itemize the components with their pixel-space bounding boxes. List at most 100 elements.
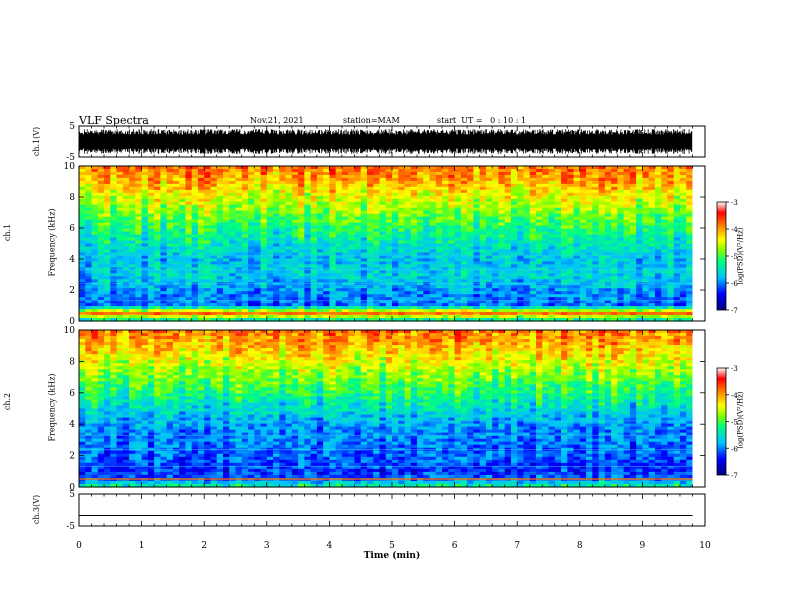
spectrogram-cell (341, 300, 349, 304)
spectrogram-cell (360, 225, 368, 230)
spectrogram-cell (304, 306, 312, 310)
spectrogram-cell (473, 258, 481, 262)
spectrogram-cell (510, 270, 518, 274)
spectrogram-cell (154, 195, 161, 200)
spectrogram-cell (586, 246, 593, 251)
spectrogram-cell (611, 285, 618, 289)
spectrogram-cell (529, 270, 537, 274)
spectrogram-cell (529, 186, 537, 191)
spectrogram-cell (673, 219, 681, 224)
spectrogram-cell (404, 228, 412, 233)
spectrogram-cell (679, 210, 687, 215)
spectrogram-cell (147, 315, 155, 319)
spectrogram-cell (535, 171, 543, 176)
spectrogram-cell (348, 189, 356, 194)
spectrogram-cell (573, 297, 581, 301)
spectrogram-cell (442, 270, 449, 274)
spectrogram-cell (248, 210, 255, 215)
spectrogram-cell (485, 273, 493, 277)
spectrogram-cell (141, 294, 149, 298)
spectrogram-cell (467, 315, 474, 319)
spectrogram-cell (104, 207, 111, 212)
spectrogram-cell (435, 258, 443, 262)
spectrogram-cell (85, 195, 93, 200)
spectrogram-cell (679, 297, 687, 301)
spectrogram-cell (554, 171, 562, 176)
spectrogram-cell (673, 300, 681, 304)
spectrogram-cell (360, 210, 368, 215)
spectrogram-cell (673, 276, 681, 280)
spectrogram-cell (179, 228, 187, 233)
spectrogram-cell (435, 246, 443, 251)
spectrogram-cell (172, 213, 180, 218)
spectrogram-cell (85, 189, 93, 194)
spectrogram-cell (379, 168, 387, 173)
spectrogram-cell (185, 195, 193, 200)
spectrogram-cell (667, 177, 675, 182)
spectrogram-cell (435, 231, 443, 236)
spectrogram-cell (172, 219, 180, 224)
spectrogram-cell (379, 174, 387, 179)
spectrogram-cell (91, 291, 99, 295)
spectrogram-cell (79, 291, 86, 295)
spectrogram-cell (166, 237, 174, 242)
spectrogram-cell (304, 288, 312, 292)
spectrogram-cell (248, 252, 255, 257)
spectrogram-cell (454, 195, 462, 200)
spectrogram-cell (341, 267, 349, 271)
spectrogram-cell (116, 285, 124, 289)
spectrogram-cell (373, 276, 381, 280)
spectrogram-cell (191, 177, 199, 182)
spectrogram-cell (141, 306, 149, 310)
spectrogram-cell (141, 168, 149, 173)
spectrogram-cell (248, 222, 255, 227)
spectrogram-cell (379, 297, 387, 301)
spectrogram-cell (191, 180, 199, 185)
spectrogram-cell (629, 216, 637, 221)
spectrogram-cell (285, 252, 293, 257)
spectrogram-cell (417, 306, 424, 310)
spectrogram-cell (85, 213, 93, 218)
spectrogram-cell (304, 204, 312, 209)
spectrogram-cell (679, 267, 687, 271)
spectrogram-cell (273, 270, 280, 274)
spectrogram-cell (648, 249, 656, 254)
spectrogram-cell (629, 240, 637, 245)
spectrogram-cell (485, 243, 493, 248)
spectrogram-cell (423, 231, 431, 236)
spectrogram-cell (241, 303, 249, 307)
spectrogram-cell (417, 252, 424, 257)
spectrogram-cell (210, 198, 218, 203)
spectrogram-cell (636, 168, 643, 173)
spectrogram-cell (417, 255, 424, 259)
spectrogram-cell (191, 306, 199, 310)
spectrogram-cell (586, 204, 593, 209)
spectrogram-cell (110, 264, 118, 268)
spectrogram-cell (110, 270, 118, 274)
spectrogram-cell (460, 237, 468, 242)
spectrogram-cell (304, 219, 312, 224)
spectrogram-cell (166, 273, 174, 277)
spectrogram-cell (348, 264, 356, 268)
spectrogram-cell (423, 279, 431, 283)
spectrogram-cell (197, 240, 205, 245)
spectrogram-cell (448, 261, 456, 265)
spectrogram-cell (260, 237, 268, 242)
spectrogram-cell (611, 240, 618, 245)
spectrogram-cell (235, 198, 243, 203)
spectrogram-cell (492, 228, 500, 233)
spectrogram-cell (79, 180, 86, 185)
spectrogram-cell (542, 240, 550, 245)
spectrogram-cell (648, 201, 656, 206)
spectrogram-cell (285, 201, 293, 206)
spectrogram-cell (598, 306, 606, 310)
spectrogram-cell (417, 180, 424, 185)
spectrogram-cell (172, 237, 180, 242)
spectrogram-cell (135, 306, 143, 310)
spectrogram-cell (667, 285, 675, 289)
spectrogram-cell (229, 243, 237, 248)
spectrogram-cell (504, 255, 512, 259)
spectrogram-cell (304, 171, 312, 176)
spectrogram-cell (185, 303, 193, 307)
spectrogram-cell (454, 249, 462, 254)
